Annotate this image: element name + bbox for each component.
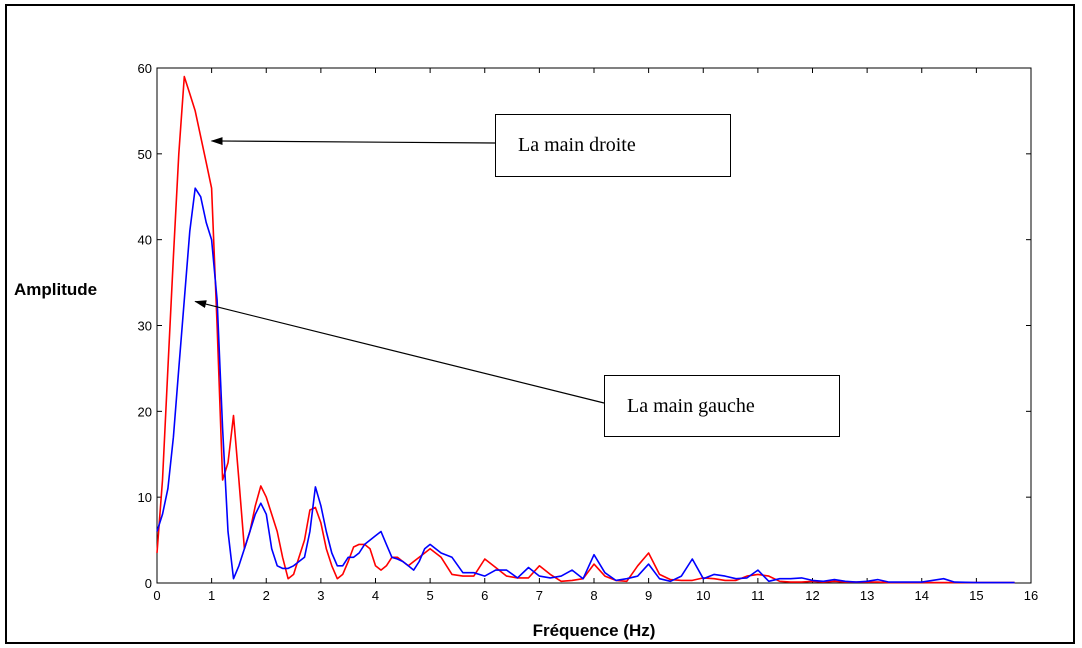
- y-tick-label: 0: [145, 576, 152, 591]
- x-tick-label: 10: [696, 588, 710, 603]
- x-tick-label: 8: [590, 588, 597, 603]
- annotation-box-main-droite: La main droite: [495, 114, 731, 177]
- x-tick-label: 13: [860, 588, 874, 603]
- x-tick-label: 16: [1024, 588, 1038, 603]
- annotation-text-main-gauche: La main gauche: [627, 394, 755, 417]
- x-tick-label: 9: [645, 588, 652, 603]
- x-tick-label: 3: [317, 588, 324, 603]
- x-tick-label: 1: [208, 588, 215, 603]
- y-tick-label: 50: [138, 147, 152, 162]
- x-axis-label: Fréquence (Hz): [533, 621, 656, 640]
- x-tick-label: 11: [751, 588, 765, 603]
- annotation-box-main-gauche: La main gauche: [604, 375, 840, 437]
- annotation-text-main-droite: La main droite: [518, 134, 636, 156]
- annotation-arrow: [194, 300, 605, 404]
- y-tick-label: 20: [138, 404, 152, 419]
- x-tick-label: 12: [805, 588, 819, 603]
- y-tick-label: 40: [138, 233, 152, 248]
- figure-frame: 0 1 2 3 4 5 6 7 8 9 10 11 12 13 14 15 16 0 10 20 30 40 50 60 Am…: [5, 4, 1075, 644]
- y-axis-label: Amplitude: [14, 280, 97, 299]
- x-tick-label: 7: [536, 588, 543, 603]
- x-tick-label: 6: [481, 588, 488, 603]
- y-tick-label: 60: [138, 61, 152, 76]
- x-tick-label: 4: [372, 588, 379, 603]
- y-tick-label: 30: [138, 319, 152, 334]
- series-line-main-gauche: [156, 187, 1015, 584]
- x-tick-label: 14: [915, 588, 929, 603]
- x-tick-label: 5: [427, 588, 434, 603]
- y-tick-label: 10: [138, 490, 152, 505]
- x-tick-label: 0: [153, 588, 160, 603]
- x-tick-label: 15: [969, 588, 983, 603]
- series-layer: [156, 75, 1015, 584]
- annotation-arrows: [194, 137, 605, 404]
- x-tick-label: 2: [263, 588, 270, 603]
- annotation-arrow: [210, 137, 496, 146]
